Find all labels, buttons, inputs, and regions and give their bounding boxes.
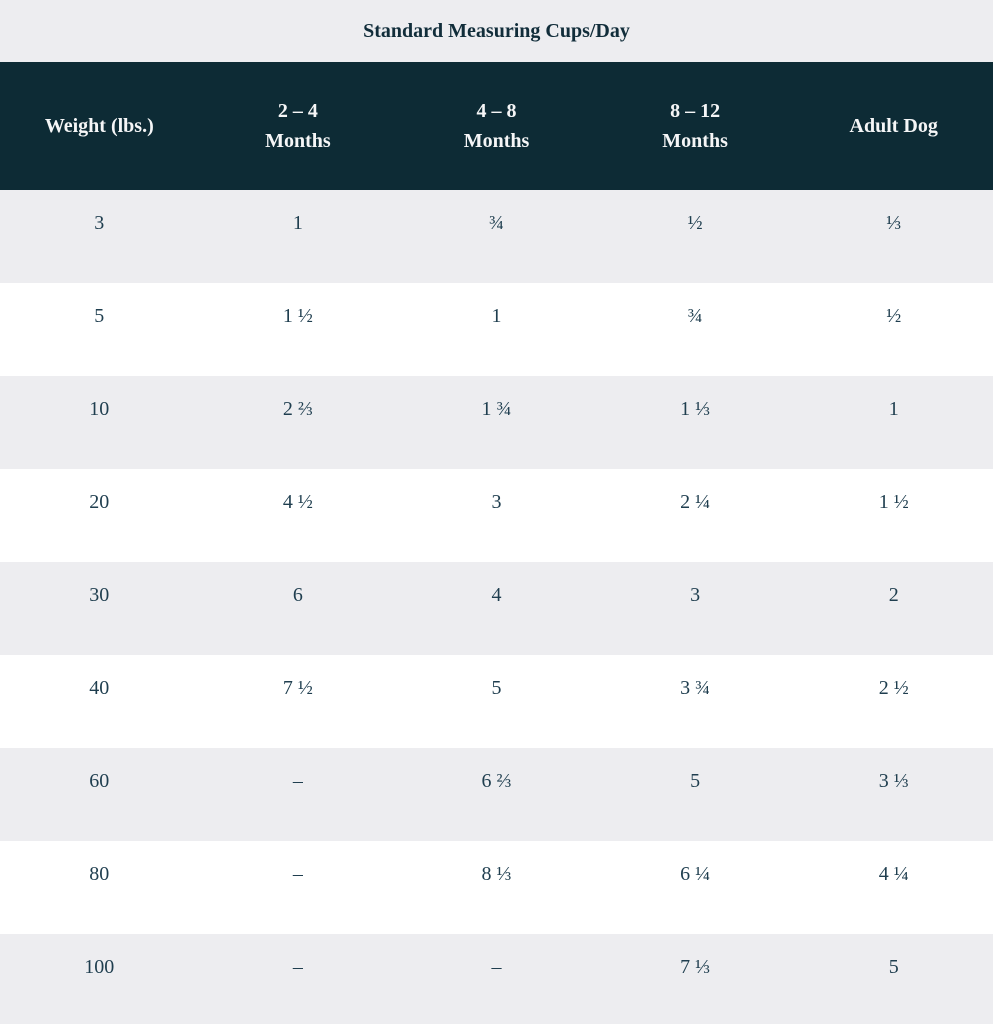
table-row: 30 6 4 3 2 [0, 562, 993, 655]
cups-cell: 1 [292, 212, 303, 234]
cups-cell: ¾ [687, 305, 703, 327]
cups-cell: ¾ [488, 212, 504, 234]
column-header-line: 2 – 4 [277, 100, 318, 122]
cups-cell: 6 ⅔ [481, 770, 512, 792]
table-row: 5 1 ½ 1 ¾ ½ [0, 283, 993, 376]
table-title-band: Standard Measuring Cups/Day [0, 0, 993, 62]
cups-cell: ½ [687, 212, 703, 234]
cups-cell: 8 ⅓ [481, 863, 512, 885]
cups-cell: 6 [292, 584, 303, 606]
weight-cell: 20 [89, 491, 110, 513]
cups-cell: ⅓ [886, 212, 902, 234]
table-row: 100 – – 7 ⅓ 5 [0, 934, 993, 1024]
weight-cell: 3 [94, 212, 105, 234]
cups-cell: 5 [690, 770, 701, 792]
column-header-months-2: 4 – 8 Months [397, 62, 596, 190]
cups-cell: – [292, 956, 303, 978]
cups-cell: 3 ¾ [680, 677, 711, 699]
cups-cell: 1 [491, 305, 502, 327]
table-row: 3 1 ¾ ½ ⅓ [0, 190, 993, 283]
cups-cell: 1 ½ [878, 491, 909, 513]
feeding-chart-table: Weight (lbs.) 2 – 4 Months 4 – 8 Months 8 – 1… [0, 62, 993, 1024]
column-header-line: Adult Dog [849, 115, 938, 137]
weight-cell: 100 [84, 956, 115, 978]
cups-cell: 5 [491, 677, 502, 699]
cups-cell: – [491, 956, 502, 978]
cups-cell: – [292, 863, 303, 885]
cups-cell: 3 ⅓ [878, 770, 909, 792]
cups-cell: 1 ½ [282, 305, 313, 327]
cups-cell: 4 ½ [282, 491, 313, 513]
cups-cell: 6 ¼ [680, 863, 711, 885]
column-header-line: 8 – 12 [670, 100, 721, 122]
cups-cell: 1 ¾ [481, 398, 512, 420]
table-row: 40 7 ½ 5 3 ¾ 2 ½ [0, 655, 993, 748]
weight-cell: 80 [89, 863, 110, 885]
table-row: 20 4 ½ 3 2 ¼ 1 ½ [0, 469, 993, 562]
table-header: Weight (lbs.) 2 – 4 Months 4 – 8 Months 8 – 1… [0, 62, 993, 190]
cups-cell: 3 [690, 584, 701, 606]
table-title: Standard Measuring Cups/Day [363, 19, 630, 42]
column-header-line: Months [662, 130, 728, 152]
table-row: 10 2 ⅔ 1 ¾ 1 ⅓ 1 [0, 376, 993, 469]
column-header-months-3: 8 – 12 Months [595, 62, 795, 190]
cups-cell: 4 [491, 584, 502, 606]
column-header-line: Weight (lbs.) [44, 115, 154, 137]
column-header-line: Months [265, 130, 331, 152]
table-row: 80 – 8 ⅓ 6 ¼ 4 ¼ [0, 841, 993, 934]
cups-cell: ½ [886, 305, 902, 327]
table-header-row: Weight (lbs.) 2 – 4 Months 4 – 8 Months 8 – 1… [0, 62, 993, 190]
cups-cell: 2 ⅔ [282, 398, 313, 420]
cups-cell: 7 ½ [282, 677, 313, 699]
weight-cell: 30 [89, 584, 110, 606]
table-body: 3 1 ¾ ½ ⅓ 5 1 ½ 1 ¾ ½ 10 2 ⅔ 1 ¾ 1 ⅓ 1 20 4 ½ 3 2 ¼ 1 ½ 30 6 4… [0, 190, 993, 1024]
cups-cell: 2 ¼ [680, 491, 711, 513]
weight-cell: 10 [89, 398, 110, 420]
cups-cell: 2 ½ [878, 677, 909, 699]
cups-cell: 1 [888, 398, 899, 420]
column-header-line: Months [463, 130, 530, 152]
cups-cell: 4 ¼ [878, 863, 909, 885]
cups-cell: 2 [888, 584, 899, 606]
weight-cell: 5 [94, 305, 105, 327]
column-header-months-1: 2 – 4 Months [198, 62, 398, 190]
weight-cell: 60 [89, 770, 110, 792]
cups-cell: 5 [888, 956, 899, 978]
cups-cell: 3 [491, 491, 502, 513]
cups-cell: 7 ⅓ [680, 956, 711, 978]
column-header-line: 4 – 8 [476, 100, 517, 122]
column-header-weight: Weight (lbs.) [0, 62, 199, 190]
cups-cell: – [292, 770, 303, 792]
cups-cell: 1 ⅓ [680, 398, 711, 420]
column-header-adult-dog: Adult Dog [794, 62, 993, 190]
table-row: 60 – 6 ⅔ 5 3 ⅓ [0, 748, 993, 841]
weight-cell: 40 [89, 677, 110, 699]
